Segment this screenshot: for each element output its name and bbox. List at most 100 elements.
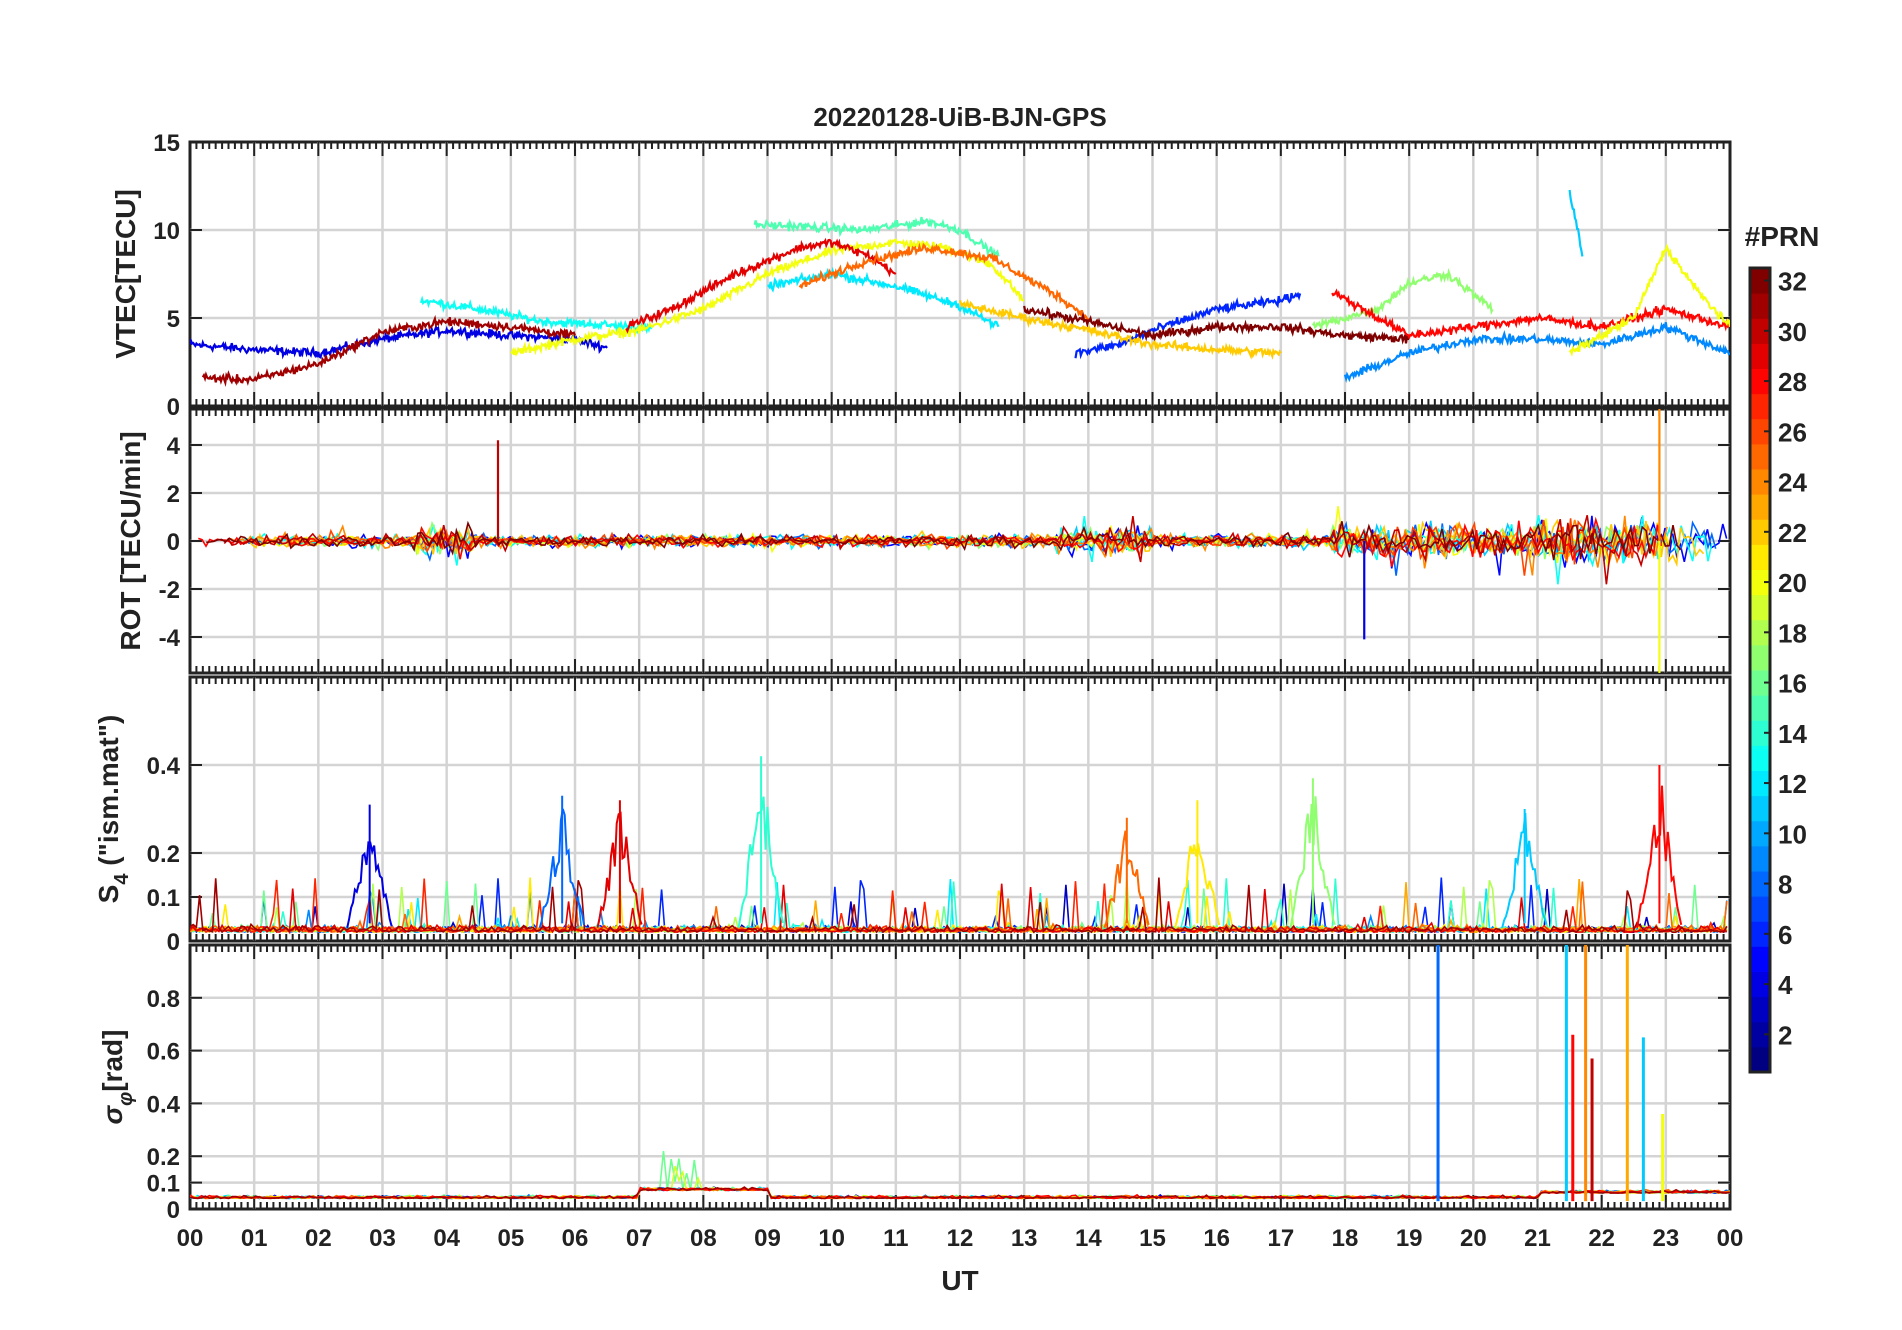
x-tick-label: 05 bbox=[497, 1225, 524, 1252]
x-tick-label: 03 bbox=[369, 1225, 396, 1252]
y-tick-label: 0 bbox=[167, 394, 180, 421]
x-tick-label: 12 bbox=[947, 1225, 974, 1252]
colorbar-cell bbox=[1750, 695, 1770, 721]
colorbar-cell bbox=[1750, 745, 1770, 771]
colorbar-cell bbox=[1750, 393, 1770, 420]
x-tick-label: 14 bbox=[1075, 1225, 1102, 1252]
colorbar-cell bbox=[1750, 996, 1770, 1023]
colorbar-tick-label: 12 bbox=[1778, 769, 1807, 799]
s4-series bbox=[190, 756, 1728, 935]
colorbar-gradient bbox=[1750, 268, 1770, 1073]
x-tick-label: 22 bbox=[1588, 1225, 1615, 1252]
panel-sigma-phi: 00.10.2 0.4 0.6 0.8 σφ[rad] bbox=[97, 943, 1732, 1224]
colorbar-cell bbox=[1750, 795, 1770, 822]
y-tick-label: 0 bbox=[167, 1197, 180, 1224]
colorbar-frame bbox=[1748, 266, 1772, 1074]
colorbar-cell bbox=[1750, 1046, 1770, 1073]
vtec-line bbox=[1331, 288, 1730, 340]
x-tick-label: 02 bbox=[305, 1225, 332, 1252]
y-tick-label: 2 bbox=[167, 481, 180, 508]
colorbar-cell bbox=[1750, 1021, 1770, 1048]
colorbar-tick-label: 14 bbox=[1778, 719, 1807, 749]
y-tick-label: 0.4 bbox=[147, 1091, 181, 1118]
colorbar-tick-label: 24 bbox=[1778, 468, 1807, 498]
y-tick-label: 0.4 bbox=[147, 753, 181, 780]
x-tick-label: 18 bbox=[1332, 1225, 1359, 1252]
x-tick-label: 10 bbox=[818, 1225, 845, 1252]
colorbar-tick-label: 22 bbox=[1778, 518, 1807, 548]
x-tick-label: 09 bbox=[754, 1225, 781, 1252]
colorbar-cell bbox=[1750, 293, 1770, 319]
x-tick-label: 00 bbox=[1717, 1225, 1744, 1252]
rot-series bbox=[198, 409, 1728, 673]
y-tick-label: -4 bbox=[159, 625, 181, 652]
colorbar-label: #PRN bbox=[1745, 221, 1820, 252]
colorbar-tick-label: 30 bbox=[1778, 317, 1807, 347]
y-tick-label: -2 bbox=[159, 577, 180, 604]
x-tick-label: 20 bbox=[1460, 1225, 1487, 1252]
y-tick-label: 4 bbox=[167, 433, 181, 460]
y-tick-label: 0 bbox=[167, 929, 180, 956]
vtec-line bbox=[1074, 291, 1302, 360]
colorbar-tick-label: 18 bbox=[1778, 618, 1807, 648]
y-tick-label: 0 bbox=[167, 529, 180, 556]
vtec-line bbox=[419, 295, 653, 335]
figure-title: 20220128-UiB-BJN-GPS bbox=[813, 102, 1106, 132]
y-tick-label: 0.1 bbox=[147, 1171, 180, 1198]
colorbar-cell bbox=[1750, 720, 1770, 746]
colorbar-cell bbox=[1750, 343, 1770, 369]
sigma-phi-series bbox=[190, 945, 1730, 1202]
colorbar-cell bbox=[1750, 318, 1770, 344]
y-tick-label: 0.1 bbox=[147, 885, 180, 912]
colorbar-cell bbox=[1750, 544, 1770, 570]
colorbar-cell bbox=[1750, 569, 1770, 596]
colorbar-cell bbox=[1750, 519, 1770, 545]
y-tick-label: 0.2 bbox=[147, 841, 180, 868]
colorbar-cell bbox=[1750, 971, 1770, 998]
rot-line bbox=[206, 520, 1682, 561]
vtec-line bbox=[625, 237, 897, 334]
vtec-line bbox=[510, 238, 1025, 357]
vtec-line bbox=[1568, 189, 1584, 257]
x-tick-label: 06 bbox=[562, 1225, 589, 1252]
vtec-series bbox=[190, 189, 1730, 387]
panel-s4: 0 0.1 0.2 0.4 S4 ("ism.mat") bbox=[93, 675, 1732, 956]
colorbar-cell bbox=[1750, 845, 1770, 872]
colorbar-tick-label: 2 bbox=[1778, 1020, 1792, 1050]
colorbar-cell bbox=[1750, 770, 1770, 797]
vtec-line bbox=[958, 298, 1282, 360]
x-tick-label: 11 bbox=[883, 1225, 908, 1252]
x-axis-tick-labels: 00 01 02 03 04 05 06 07 08 09 10 11 12 13 14 15 16 17 18 19… bbox=[177, 1225, 1744, 1252]
x-tick-label: 16 bbox=[1203, 1225, 1230, 1252]
y-tick-label: 0.8 bbox=[147, 986, 180, 1013]
x-tick-label: 13 bbox=[1011, 1225, 1038, 1252]
colorbar-cell bbox=[1750, 619, 1770, 646]
vtec-line bbox=[1568, 243, 1730, 357]
x-axis-label: UT bbox=[941, 1265, 978, 1296]
panel-vtec-ylabel: VTEC[TECU] bbox=[110, 189, 141, 359]
vtec-line bbox=[753, 216, 1000, 259]
colorbar-cell bbox=[1750, 368, 1770, 395]
y-tick-label: 0.2 bbox=[147, 1144, 180, 1171]
colorbar-cell bbox=[1750, 418, 1770, 445]
panel-rot-ylabel: ROT [TECU/min] bbox=[115, 431, 146, 650]
x-tick-label: 17 bbox=[1267, 1225, 1294, 1252]
s4-line bbox=[190, 877, 1728, 934]
colorbar-cell bbox=[1750, 494, 1770, 520]
y-tick-label: 5 bbox=[167, 306, 180, 333]
colorbar-tick-label: 10 bbox=[1778, 819, 1807, 849]
colorbar-cell bbox=[1750, 268, 1770, 294]
colorbar-cell bbox=[1750, 670, 1770, 696]
colorbar-cell bbox=[1750, 921, 1770, 947]
vtec-line bbox=[201, 314, 577, 387]
rot-line bbox=[223, 515, 1646, 585]
y-tick-label: 0.6 bbox=[147, 1039, 180, 1066]
panel-sigma-phi-ylabel: σφ[rad] bbox=[97, 1030, 137, 1125]
vtec-line bbox=[798, 242, 1090, 323]
x-tick-label: 01 bbox=[241, 1225, 268, 1252]
colorbar-tick-label: 28 bbox=[1778, 367, 1807, 397]
x-tick-label: 15 bbox=[1139, 1225, 1166, 1252]
x-tick-label: 07 bbox=[626, 1225, 653, 1252]
s4-line bbox=[190, 878, 1728, 935]
